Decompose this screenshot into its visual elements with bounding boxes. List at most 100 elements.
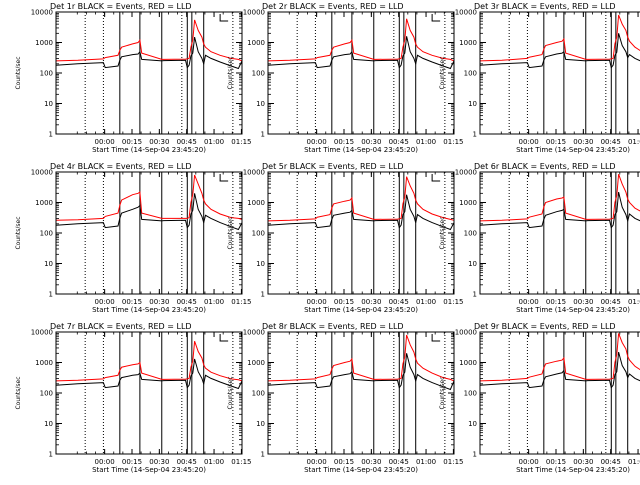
lld-series-line bbox=[55, 174, 243, 221]
x-tick-label: 00:30 bbox=[149, 138, 169, 146]
x-tick-label: 01:00 bbox=[628, 458, 640, 466]
panel-1: Det 1r BLACK = Events, RED = LLD Counts/s… bbox=[15, 2, 251, 154]
y-tick-label: 100 bbox=[40, 390, 53, 398]
x-tick-label: 01:00 bbox=[204, 138, 224, 146]
plot-frame bbox=[55, 171, 243, 295]
x-tick-label: 00:30 bbox=[361, 458, 381, 466]
x-axis-label: Start Time (14-Sep-04 23:45:20) bbox=[304, 466, 418, 474]
x-tick-label: 01:00 bbox=[628, 138, 640, 146]
y-tick-label: 10000 bbox=[243, 329, 265, 337]
y-tick-label: 10 bbox=[256, 420, 265, 428]
x-axis-label: Start Time (14-Sep-04 23:45:20) bbox=[304, 146, 418, 154]
x-tick-label: 00:30 bbox=[573, 298, 593, 306]
events-series-line bbox=[479, 351, 640, 389]
x-tick-label: 01:00 bbox=[416, 138, 436, 146]
bracket-marker bbox=[219, 334, 229, 342]
x-tick-label: 00:45 bbox=[389, 298, 409, 306]
panel-title: Det 9r BLACK = Events, RED = LLD bbox=[474, 322, 616, 331]
y-tick-label: 10 bbox=[44, 420, 53, 428]
y-tick-label: 1000 bbox=[247, 359, 265, 367]
y-tick-label: 1000 bbox=[35, 199, 53, 207]
bracket-marker bbox=[431, 14, 441, 22]
events-series-line bbox=[267, 194, 455, 231]
x-tick-label: 00:30 bbox=[361, 298, 381, 306]
x-axis-label: Start Time (14-Sep-04 23:45:20) bbox=[92, 306, 206, 314]
y-axis-label: Counts/sec bbox=[227, 376, 234, 409]
x-tick-label: 00:30 bbox=[573, 138, 593, 146]
x-tick-label: 01:15 bbox=[231, 138, 251, 146]
y-axis-label: Counts/sec bbox=[439, 376, 446, 409]
y-tick-label: 10 bbox=[44, 100, 53, 108]
x-tick-label: 00:30 bbox=[361, 138, 381, 146]
lld-series-line bbox=[267, 18, 455, 62]
x-tick-label: 00:15 bbox=[546, 138, 566, 146]
y-tick-label: 100 bbox=[464, 70, 477, 78]
y-tick-label: 1000 bbox=[35, 39, 53, 47]
y-tick-label: 10 bbox=[468, 260, 477, 268]
x-tick-label: 00:15 bbox=[122, 298, 142, 306]
x-tick-label: 01:15 bbox=[443, 458, 463, 466]
plot-frame bbox=[267, 171, 455, 295]
x-tick-label: 00:00 bbox=[95, 458, 115, 466]
lld-series-line bbox=[479, 174, 640, 222]
panel-title: Det 1r BLACK = Events, RED = LLD bbox=[50, 2, 192, 11]
plot-frame bbox=[479, 171, 640, 295]
events-series-line bbox=[479, 191, 640, 229]
events-series-line bbox=[55, 358, 243, 390]
bracket-marker bbox=[431, 334, 441, 342]
lld-series-line bbox=[55, 341, 243, 382]
panel-title: Det 5r BLACK = Events, RED = LLD bbox=[262, 162, 404, 171]
lld-series-line bbox=[267, 176, 455, 222]
x-tick-label: 01:00 bbox=[416, 298, 436, 306]
bracket-marker bbox=[431, 174, 441, 182]
lld-series-line bbox=[267, 334, 455, 382]
y-axis-label: Counts/sec bbox=[439, 216, 446, 249]
y-tick-label: 1000 bbox=[459, 359, 477, 367]
y-tick-label: 100 bbox=[40, 230, 53, 238]
events-series-line bbox=[267, 36, 455, 70]
x-tick-label: 00:00 bbox=[307, 458, 327, 466]
x-tick-label: 00:45 bbox=[601, 138, 621, 146]
x-tick-label: 00:15 bbox=[122, 138, 142, 146]
x-axis-label: Start Time (14-Sep-04 23:45:20) bbox=[92, 466, 206, 474]
panel-8: Det 8r BLACK = Events, RED = LLD Counts/s… bbox=[227, 322, 463, 474]
x-tick-label: 01:00 bbox=[628, 298, 640, 306]
x-tick-label: 00:30 bbox=[573, 458, 593, 466]
y-tick-label: 100 bbox=[464, 230, 477, 238]
y-tick-label: 100 bbox=[464, 390, 477, 398]
panel-title: Det 7r BLACK = Events, RED = LLD bbox=[50, 322, 192, 331]
y-tick-label: 10000 bbox=[243, 169, 265, 177]
x-tick-label: 00:15 bbox=[334, 138, 354, 146]
x-tick-label: 00:45 bbox=[601, 298, 621, 306]
y-tick-label: 10 bbox=[256, 260, 265, 268]
x-tick-label: 00:45 bbox=[177, 458, 197, 466]
x-tick-label: 01:00 bbox=[416, 458, 436, 466]
panel-4: Det 4r BLACK = Events, RED = LLD Counts/s… bbox=[15, 162, 251, 314]
panel-2: Det 2r BLACK = Events, RED = LLD Counts/s… bbox=[227, 2, 463, 154]
lld-series-line bbox=[479, 333, 640, 382]
panel-title: Det 3r BLACK = Events, RED = LLD bbox=[474, 2, 616, 11]
y-tick-label: 1 bbox=[473, 451, 477, 459]
y-tick-label: 1 bbox=[49, 291, 53, 299]
x-tick-label: 00:00 bbox=[307, 138, 327, 146]
y-tick-label: 10000 bbox=[455, 329, 477, 337]
plot-frame bbox=[55, 331, 243, 455]
x-tick-label: 01:00 bbox=[204, 298, 224, 306]
x-axis-label: Start Time (14-Sep-04 23:45:20) bbox=[516, 146, 630, 154]
x-tick-label: 00:45 bbox=[389, 458, 409, 466]
y-tick-label: 10 bbox=[44, 260, 53, 268]
y-axis-label: Counts/sec bbox=[15, 376, 22, 409]
x-tick-label: 00:30 bbox=[149, 458, 169, 466]
events-series-line bbox=[55, 193, 243, 231]
y-tick-label: 10000 bbox=[31, 9, 53, 17]
x-tick-label: 01:15 bbox=[231, 458, 251, 466]
y-tick-label: 1000 bbox=[35, 359, 53, 367]
lld-series-line bbox=[479, 14, 640, 62]
y-tick-label: 1 bbox=[473, 291, 477, 299]
x-axis-label: Start Time (14-Sep-04 23:45:20) bbox=[516, 306, 630, 314]
x-tick-label: 00:15 bbox=[546, 458, 566, 466]
x-tick-label: 00:45 bbox=[177, 298, 197, 306]
y-tick-label: 10 bbox=[468, 420, 477, 428]
events-series-line bbox=[55, 36, 243, 70]
